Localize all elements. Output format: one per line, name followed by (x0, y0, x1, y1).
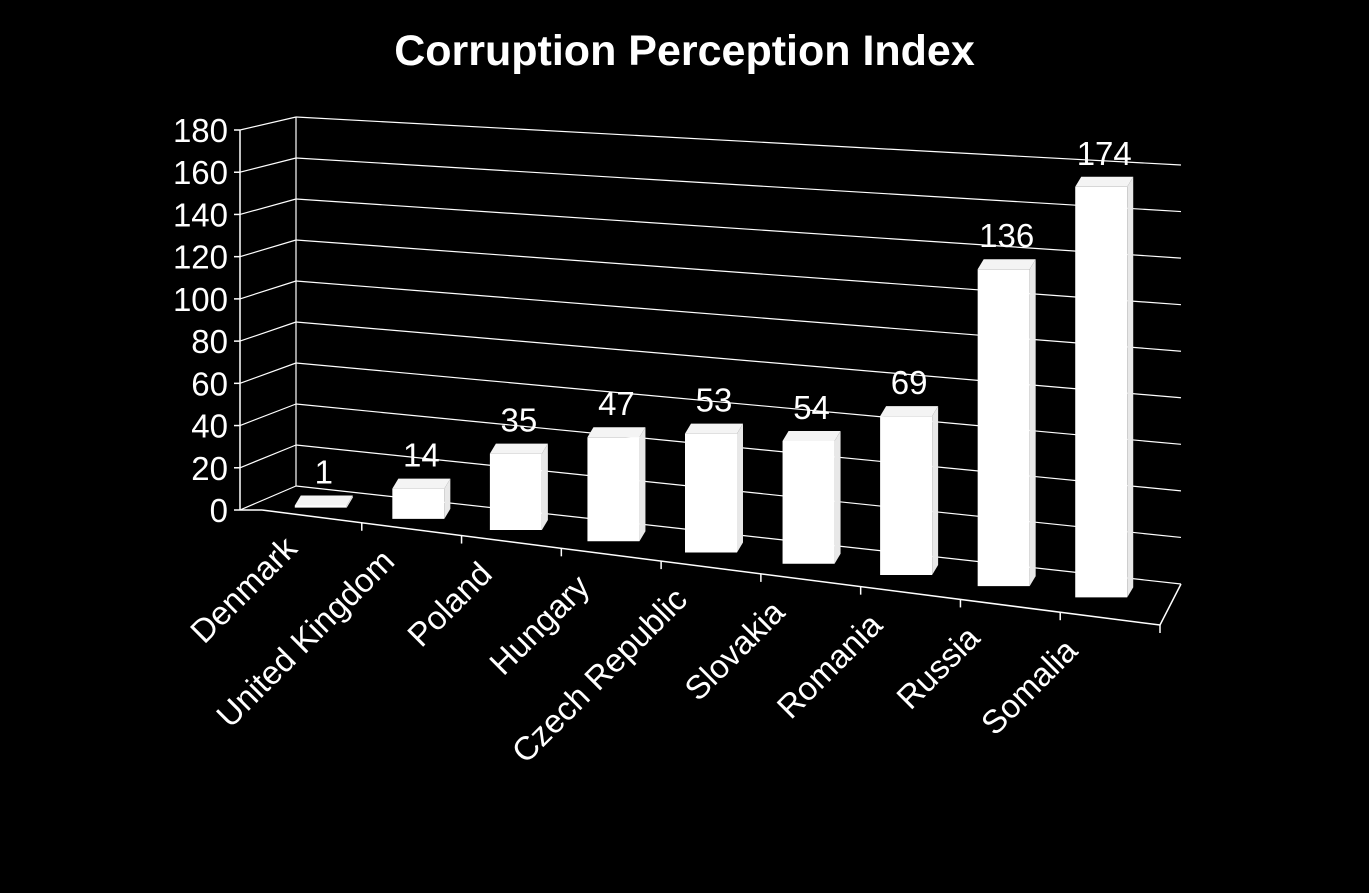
y-tick-label: 140 (173, 196, 228, 233)
bar (977, 259, 1036, 587)
bar (489, 443, 548, 531)
bars (294, 176, 1134, 598)
bar-top (294, 495, 353, 506)
x-tick-label: Somalia (974, 631, 1085, 742)
y-tick-label: 20 (191, 450, 228, 487)
bar-front (294, 505, 347, 508)
x-tick-label: Poland (400, 555, 499, 654)
x-tick-label: Russia (889, 618, 987, 716)
data-labels: 1 14 35 47 53 54 69 136 174 (315, 135, 1132, 491)
bar-side (639, 427, 646, 542)
data-label: 35 (501, 402, 538, 439)
bar (587, 427, 646, 542)
y-tick-label: 180 (173, 112, 228, 149)
bar (685, 423, 743, 553)
y-tick-label: 0 (210, 492, 228, 529)
data-label: 14 (403, 437, 440, 474)
bar-side (1029, 259, 1036, 587)
bar-side (346, 495, 353, 508)
bar-top (782, 431, 841, 442)
bar-top (977, 259, 1036, 270)
x-tick-label: Slovakia (677, 593, 792, 708)
y-tick-label: 40 (191, 408, 228, 445)
x-axis-line (261, 509, 1161, 626)
gridline (239, 280, 1182, 352)
bar-side (1127, 176, 1134, 598)
bar-top (489, 443, 548, 454)
bar-side (541, 443, 548, 531)
gridline (239, 157, 1182, 213)
bar-front (685, 433, 737, 553)
floor-right-edge (1159, 583, 1182, 626)
y-tick-label: 60 (191, 365, 228, 402)
bar-front (1075, 186, 1128, 598)
y-tick-label: 160 (173, 154, 228, 191)
bar (782, 431, 841, 564)
bar-front (392, 488, 445, 519)
y-tick-label: 100 (173, 281, 228, 318)
bar (1075, 176, 1134, 598)
bar-front (587, 437, 640, 542)
x-tick-label: Hungary (482, 567, 597, 682)
y-tick-label: 80 (191, 323, 228, 360)
gridline (239, 198, 1182, 259)
bar-side (834, 431, 841, 564)
bar-top (392, 478, 451, 489)
bar-front (977, 269, 1030, 587)
bar-top (1075, 176, 1134, 187)
axes (234, 117, 1182, 633)
y-tick-label: 120 (173, 239, 228, 276)
data-label: 136 (979, 217, 1034, 254)
data-label: 53 (696, 382, 733, 419)
chart-title: Corruption Perception Index (394, 27, 975, 75)
bar-top (685, 423, 743, 434)
data-label: 69 (891, 364, 928, 401)
bar-front (489, 453, 542, 531)
data-label: 47 (598, 385, 635, 422)
bar (294, 495, 353, 508)
x-tick-label: Romania (770, 605, 890, 725)
bar-side (737, 423, 743, 553)
bar-top (587, 427, 646, 438)
bar (392, 478, 451, 519)
gridline (239, 239, 1182, 306)
bar-front (782, 441, 835, 564)
y-axis-ticks: 0 20 40 60 80 100 120 140 160 180 (173, 112, 228, 529)
bar-front (880, 416, 933, 575)
data-label: 1 (315, 453, 333, 490)
bar-side (932, 406, 939, 575)
bar-top (880, 406, 939, 417)
data-label: 54 (793, 389, 830, 426)
data-label: 174 (1077, 135, 1132, 172)
bar-side (444, 478, 451, 519)
gridline (239, 116, 1182, 166)
bar (880, 406, 939, 575)
